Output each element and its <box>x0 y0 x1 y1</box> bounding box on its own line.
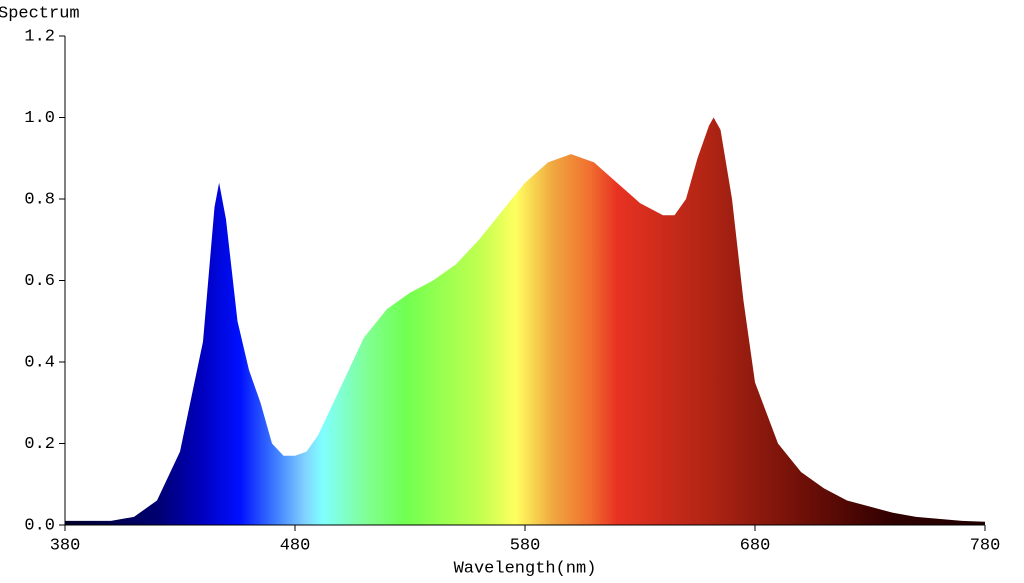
x-tick-label: 480 <box>280 536 311 555</box>
x-tick-label: 580 <box>510 536 541 555</box>
x-axis-label: Wavelength(nm) <box>454 559 597 578</box>
x-tick-label: 780 <box>970 536 1001 555</box>
y-axis-label: Spectrum <box>0 4 80 23</box>
y-tick-label: 0.4 <box>24 353 55 372</box>
x-tick-label: 680 <box>740 536 771 555</box>
y-tick-label: 1.2 <box>24 27 55 46</box>
x-tick-label: 380 <box>50 536 81 555</box>
y-tick-label: 0.6 <box>24 272 55 291</box>
spectrum-area <box>65 117 985 525</box>
y-tick-label: 1.0 <box>24 109 55 128</box>
y-tick-label: 0.8 <box>24 190 55 209</box>
y-tick-label: 0.2 <box>24 435 55 454</box>
y-tick-label: 0.0 <box>24 516 55 535</box>
